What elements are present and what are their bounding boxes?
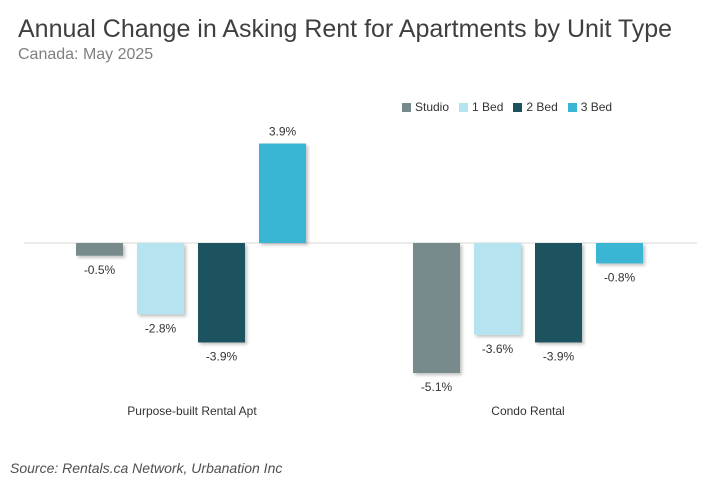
- legend-item-3-bed: 3 Bed: [567, 100, 613, 114]
- legend-label-studio: Studio: [415, 100, 450, 114]
- bar-condo-rental-2-bed: [535, 243, 582, 343]
- data-label-condo-rental-1-bed: -3.6%: [482, 342, 514, 356]
- legend-swatch-studio: [402, 102, 411, 112]
- category-label-purpose-built-rental-apt: Purpose-built Rental Apt: [127, 404, 257, 418]
- data-label-condo-rental-studio: -5.1%: [421, 380, 453, 394]
- legend-item-2-bed: 2 Bed: [513, 100, 558, 114]
- bar-condo-rental-3-bed: [596, 243, 643, 264]
- data-label-condo-rental-3-bed: -0.8%: [604, 270, 636, 284]
- source-note: Source: Rentals.ca Network, Urbanation I…: [10, 460, 283, 476]
- bar-purpose-built-rental-apt-studio: [76, 243, 123, 256]
- legend: Studio 1 Bed 2 Bed 3 Bed: [402, 100, 622, 114]
- data-label-purpose-built-rental-apt-2-bed: -3.9%: [206, 349, 238, 363]
- legend-label-2-bed: 2 Bed: [526, 100, 558, 114]
- chart-subtitle: Canada: May 2025: [18, 46, 154, 63]
- bar-condo-rental-1-bed: [474, 243, 521, 335]
- legend-swatch-2-bed: [513, 102, 523, 112]
- bar-purpose-built-rental-apt-3-bed: [259, 143, 306, 243]
- bar-purpose-built-rental-apt-1-bed: [137, 243, 184, 315]
- bar-condo-rental-studio: [413, 243, 460, 374]
- legend-label-3-bed: 3 Bed: [580, 100, 613, 114]
- legend-swatch-3-bed: [567, 102, 577, 112]
- category-label-condo-rental: Condo Rental: [491, 404, 564, 418]
- data-label-purpose-built-rental-apt-3-bed: 3.9%: [269, 125, 297, 139]
- data-label-condo-rental-2-bed: -3.9%: [543, 349, 575, 363]
- data-label-purpose-built-rental-apt-studio: -0.5%: [84, 263, 116, 277]
- legend-label-1-bed: 1 Bed: [472, 100, 504, 114]
- data-label-purpose-built-rental-apt-1-bed: -2.8%: [145, 321, 177, 335]
- legend-item-studio: Studio: [402, 100, 449, 114]
- chart-title: Annual Change in Asking Rent for Apartme…: [18, 15, 673, 43]
- bar-purpose-built-rental-apt-2-bed: [198, 243, 245, 343]
- legend-swatch-1-bed: [459, 102, 469, 112]
- legend-item-1-bed: 1 Bed: [459, 100, 503, 114]
